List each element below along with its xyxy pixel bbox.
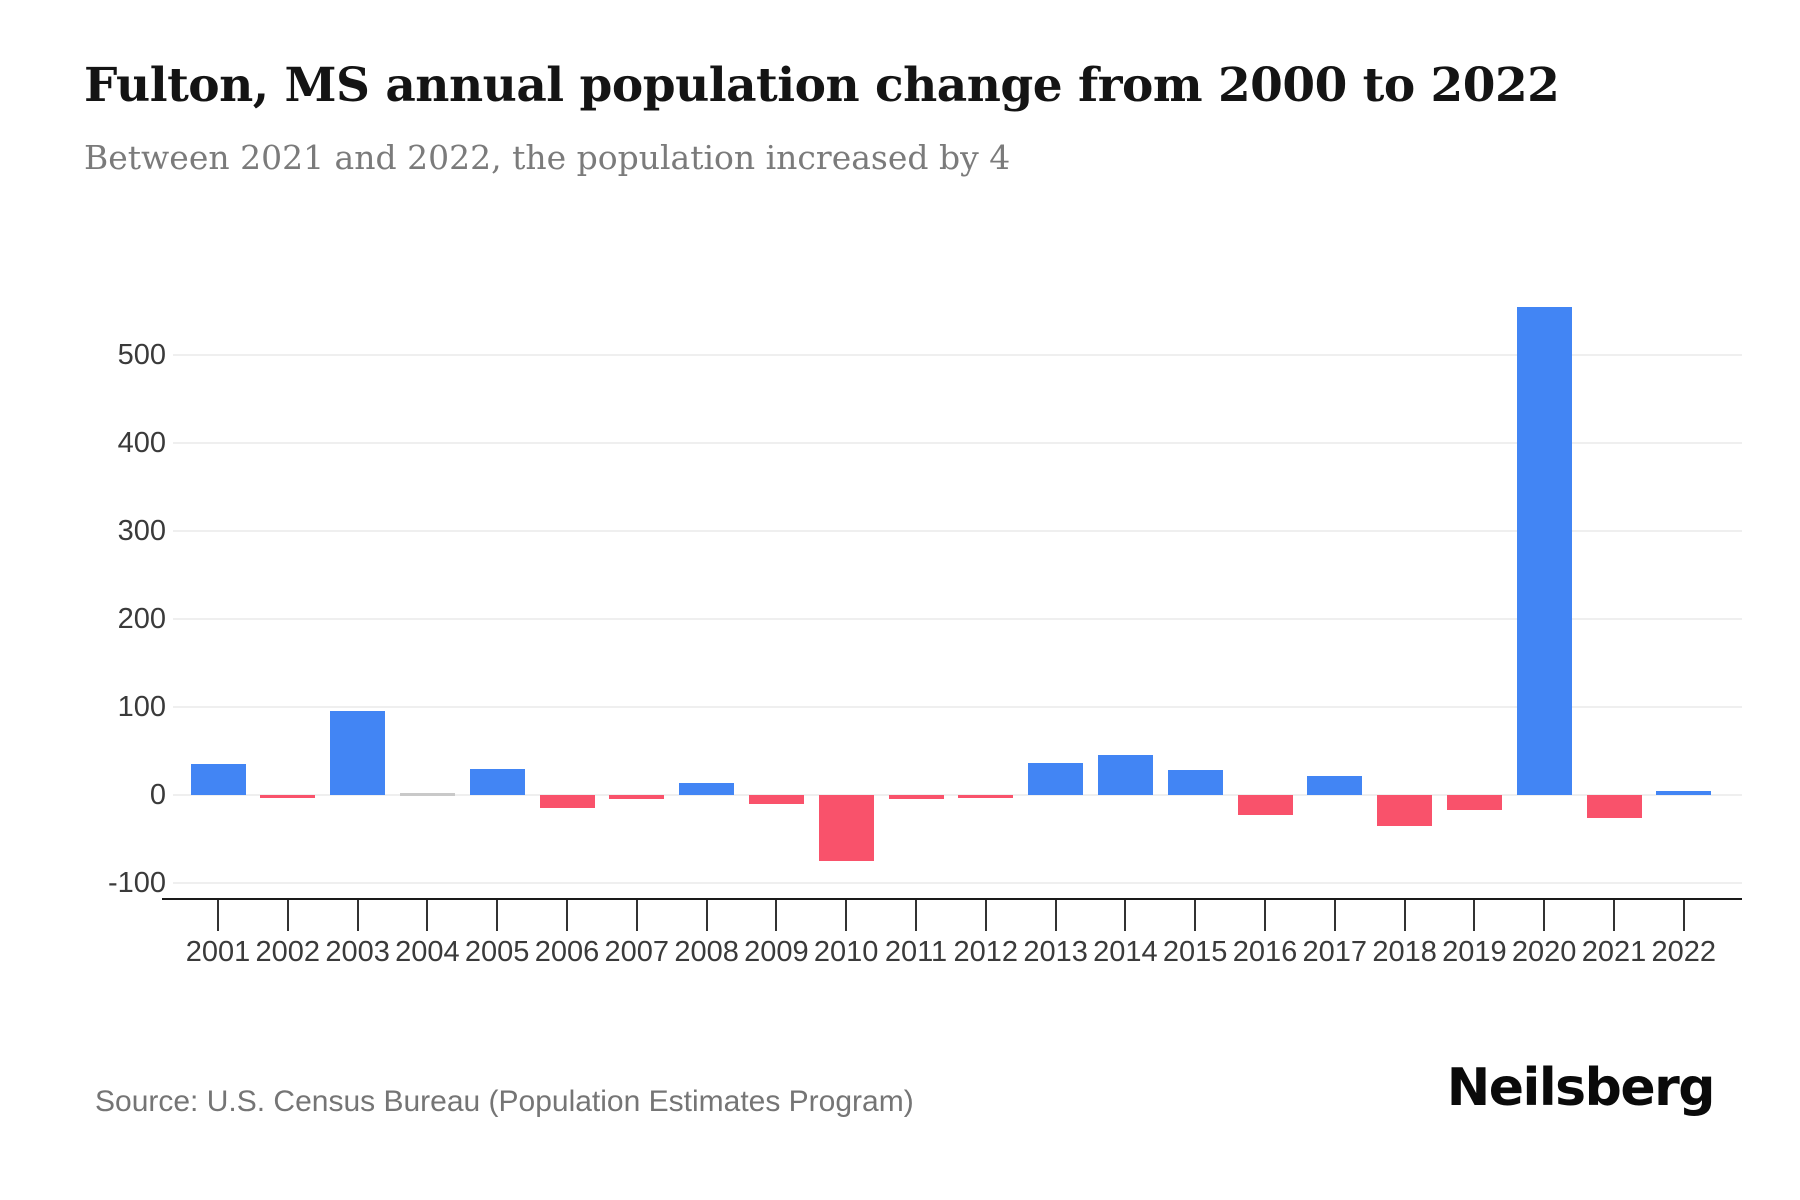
bar-2022[interactable] <box>1656 791 1712 795</box>
x-axis-tick-2015 <box>1194 900 1197 931</box>
bar-2011[interactable] <box>888 795 944 800</box>
bar-2006[interactable] <box>539 795 595 809</box>
bar-2014[interactable] <box>1097 754 1153 795</box>
chart-subtitle: Between 2021 and 2022, the population in… <box>84 138 1011 177</box>
gridline-300 <box>173 530 1742 532</box>
x-axis-tick-label-2020: 2020 <box>1511 936 1577 968</box>
x-axis-tick-2022 <box>1682 900 1685 931</box>
bar-2020[interactable] <box>1516 306 1572 795</box>
x-axis-tick-2017 <box>1333 900 1336 931</box>
x-axis-tick-label-2004: 2004 <box>395 936 460 968</box>
x-axis-tick-label-2014: 2014 <box>1093 936 1158 968</box>
x-axis-tick-2018 <box>1403 900 1406 931</box>
x-axis-tick-label-2011: 2011 <box>884 936 948 968</box>
gridline-100 <box>173 706 1742 708</box>
y-axis-tick-label--100: -100 <box>107 867 166 899</box>
x-axis-tick-2011 <box>915 900 917 931</box>
bar-2001[interactable] <box>190 764 246 795</box>
y-axis-tick-label-300: 300 <box>117 515 166 547</box>
x-axis-tick-label-2006: 2006 <box>534 936 600 968</box>
x-axis-tick-label-2021: 2021 <box>1581 936 1647 968</box>
x-axis-tick-label-2013: 2013 <box>1023 936 1088 968</box>
y-axis-tick-label-0: 0 <box>149 779 166 811</box>
x-axis-tick-2003 <box>356 900 359 931</box>
bar-2012[interactable] <box>958 795 1014 798</box>
x-axis-tick-2001 <box>217 900 219 931</box>
gridline-200 <box>173 618 1742 620</box>
bar-2021[interactable] <box>1586 795 1642 818</box>
x-axis-tick-2014 <box>1124 900 1127 931</box>
x-axis-tick-2009 <box>775 900 778 931</box>
x-axis-tick-label-2008: 2008 <box>674 936 739 968</box>
x-axis-tick-label-2005: 2005 <box>464 936 530 968</box>
bar-2017[interactable] <box>1307 775 1363 795</box>
y-axis-tick-label-100: 100 <box>117 691 166 723</box>
x-axis-tick-label-2016: 2016 <box>1232 936 1298 968</box>
chart-title: Fulton, MS annual population change from… <box>84 58 1560 113</box>
x-axis-tick-label-2001: 2001 <box>185 936 251 968</box>
x-axis-tick-2002 <box>286 900 289 931</box>
bar-2004[interactable] <box>399 793 455 796</box>
x-axis-tick-2006 <box>566 900 568 931</box>
x-axis-tick-2016 <box>1264 900 1266 931</box>
x-axis-line <box>162 898 1742 900</box>
x-axis-tick-2008 <box>705 900 708 931</box>
bar-2003[interactable] <box>330 711 386 795</box>
x-axis-tick-2021 <box>1613 900 1615 931</box>
x-axis-tick-label-2015: 2015 <box>1162 936 1228 968</box>
x-axis-tick-2005 <box>496 900 499 931</box>
gridline-400 <box>173 442 1742 444</box>
bar-2005[interactable] <box>469 769 525 795</box>
x-axis-tick-2007 <box>635 900 638 931</box>
bar-2007[interactable] <box>609 795 665 799</box>
x-axis-tick-label-2009: 2009 <box>744 936 809 968</box>
x-axis-tick-2013 <box>1054 900 1057 931</box>
x-axis-tick-label-2007: 2007 <box>604 936 670 968</box>
brand-logo: Neilsberg <box>1446 1058 1716 1118</box>
bar-2013[interactable] <box>1028 763 1084 795</box>
x-axis-tick-label-2010: 2010 <box>813 936 879 968</box>
x-axis-tick-2012 <box>984 900 987 931</box>
y-axis-tick-label-200: 200 <box>117 603 166 635</box>
x-axis-tick-label-2017: 2017 <box>1302 936 1368 968</box>
bar-2009[interactable] <box>748 795 804 804</box>
bar-2019[interactable] <box>1446 795 1502 810</box>
gridline--100 <box>173 882 1742 884</box>
x-axis-tick-2020 <box>1543 900 1546 931</box>
x-axis-tick-label-2022: 2022 <box>1651 936 1717 968</box>
source-note: Source: U.S. Census Bureau (Population E… <box>95 1085 914 1118</box>
bar-2010[interactable] <box>818 795 874 861</box>
y-axis-tick-label-500: 500 <box>117 339 166 371</box>
x-axis-tick-2004 <box>426 900 429 931</box>
bar-2018[interactable] <box>1377 795 1433 826</box>
x-axis-tick-label-2018: 2018 <box>1372 936 1437 968</box>
bar-2015[interactable] <box>1167 770 1223 795</box>
bar-2016[interactable] <box>1237 795 1293 816</box>
x-axis-tick-2019 <box>1473 900 1476 931</box>
x-axis-tick-label-2002: 2002 <box>255 936 321 968</box>
x-axis-tick-label-2019: 2019 <box>1442 936 1507 968</box>
y-axis-tick-label-400: 400 <box>117 427 166 459</box>
gridline-500 <box>173 354 1742 356</box>
bar-chart-plot-area: -100 0 100 200 300 400 500 2001 2002 2003 2004 2005… <box>107 306 1742 968</box>
bar-2002[interactable] <box>260 795 316 798</box>
bar-2008[interactable] <box>679 782 735 795</box>
x-axis-tick-label-2003: 2003 <box>325 936 390 968</box>
x-axis-tick-2010 <box>845 900 848 931</box>
x-axis-tick-label-2012: 2012 <box>953 936 1019 968</box>
gridline-0 <box>173 794 1742 796</box>
